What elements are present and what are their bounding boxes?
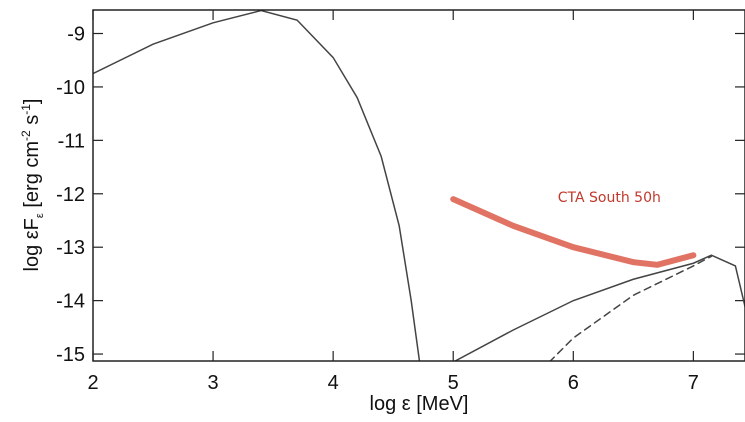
y-label-part: ] [21, 98, 43, 104]
annotation: CTA South 50h [558, 190, 661, 206]
y-label-part: log εF [21, 218, 43, 271]
x-tick-label: 6 [568, 372, 579, 394]
y-label-part: -2 [19, 130, 33, 141]
y-label-part: ε [34, 213, 46, 218]
x-tick-label: 5 [448, 372, 459, 394]
line-series [549, 255, 713, 361]
y-tick-label: -13 [56, 237, 85, 259]
x-tick-label: 3 [208, 372, 219, 394]
y-tick-label: -9 [67, 24, 85, 46]
y-tick-label: -14 [56, 291, 85, 313]
y-axis-label: log εFε [erg cm-2 s-1] [19, 98, 46, 271]
y-tick-label: -12 [56, 184, 85, 206]
x-tick-label: 4 [328, 372, 339, 394]
x-tick-label: 2 [87, 372, 98, 394]
x-tick-label: 7 [688, 372, 699, 394]
line-series [93, 10, 421, 361]
line-series [450, 196, 697, 268]
y-label-part: -1 [19, 104, 33, 115]
y-tick-label: -10 [56, 77, 85, 99]
x-axis-label: log ε [MeV] [370, 393, 469, 415]
plot-frame [92, 9, 745, 362]
line-series [453, 254, 745, 361]
y-label-part: [erg cm [21, 141, 43, 213]
plot-area [93, 10, 745, 361]
y-tick-label: -15 [56, 344, 85, 366]
y-tick-label: -11 [58, 130, 85, 152]
y-label-part: s [21, 115, 43, 131]
